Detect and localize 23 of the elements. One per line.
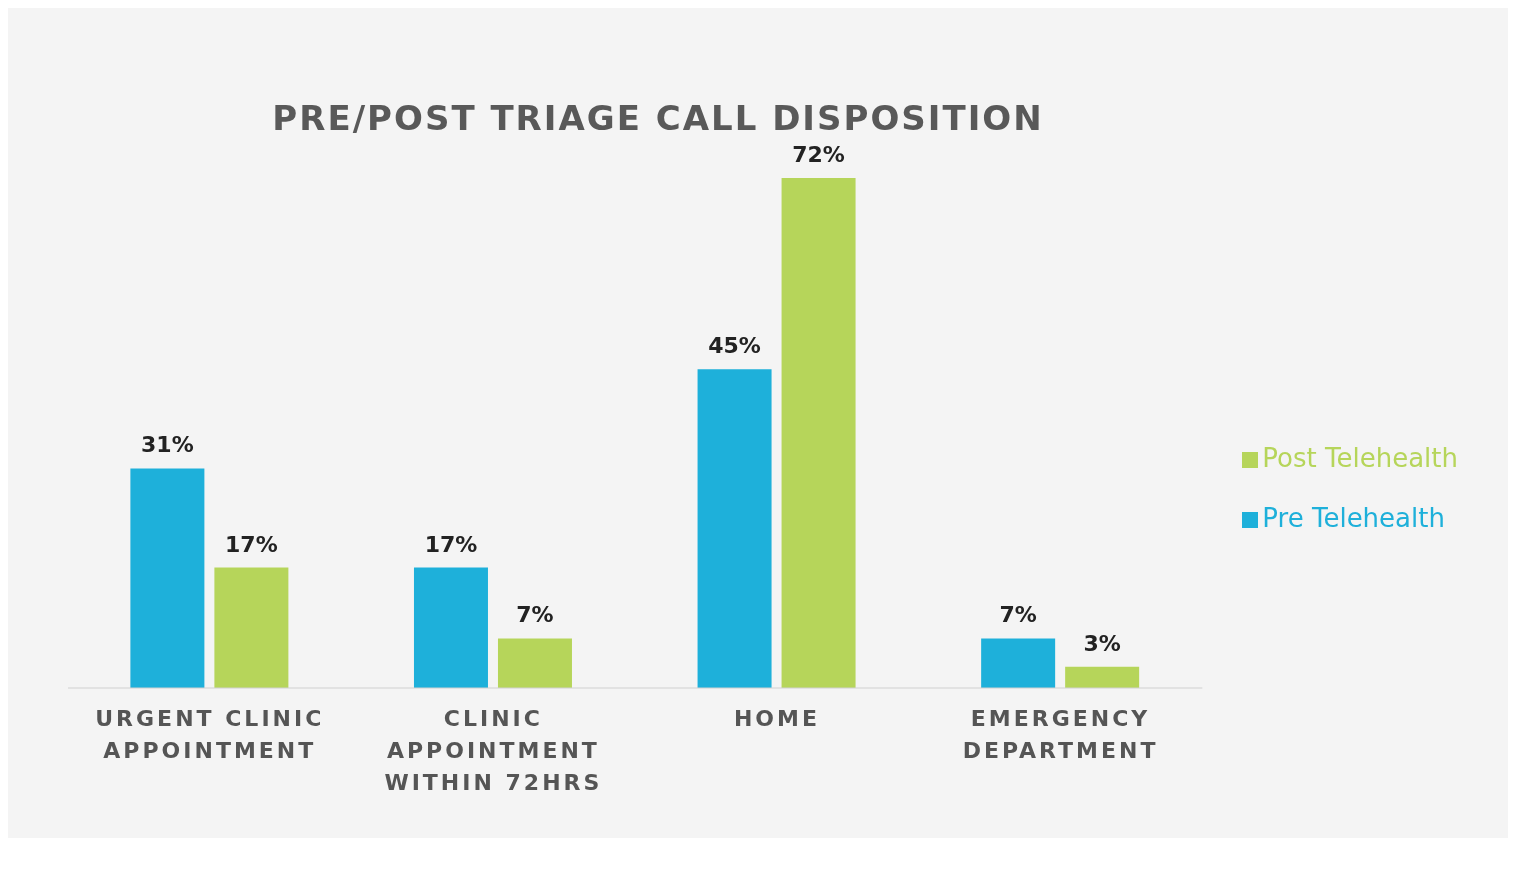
x-tick-label: EMERGENCY DEPARTMENT [962,706,1159,763]
bar [981,638,1056,688]
data-label: 45% [708,333,761,359]
data-label: 17% [225,531,278,557]
x-tick-label: URGENT CLINIC APPOINTMENT [95,706,325,763]
data-label: 3% [1083,630,1121,656]
data-label: 31% [141,432,194,458]
bar [130,468,205,688]
legend-label: Pre Telehealth [1262,503,1445,533]
bar [781,178,856,688]
data-label: 7% [999,602,1037,628]
data-label: 72% [792,142,845,167]
x-tick-label: HOME [733,706,820,731]
bar [1065,666,1140,688]
legend-label: Post Telehealth [1262,443,1458,473]
chart-title: PRE/POST TRIAGE CALL DISPOSITION [271,98,1045,138]
bar [697,369,772,688]
x-tick-label: CLINIC APPOINTMENT WITHIN 72HRS [384,706,603,795]
bar [413,567,488,688]
data-label: 7% [516,602,554,628]
data-label: 17% [424,531,478,557]
bar [497,638,572,688]
bar [214,567,289,688]
